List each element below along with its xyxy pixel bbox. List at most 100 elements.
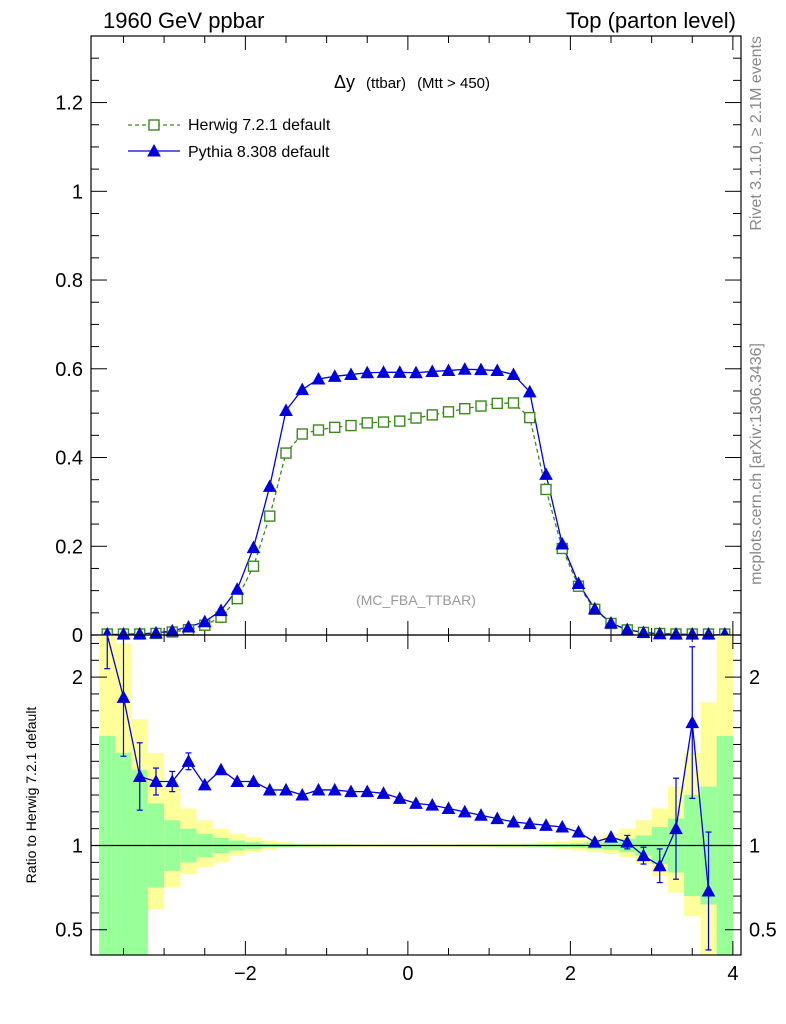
herwig-point (377, 416, 390, 428)
pythia-point (311, 371, 326, 385)
header-right: Top (parton level) (566, 8, 736, 33)
ratio-point (230, 774, 245, 788)
mcplots-label: mcplots.cern.ch [arXiv:1306.3436] (748, 343, 765, 585)
y-tick-label: 0 (72, 625, 83, 647)
pythia-point (474, 362, 488, 376)
y-tick-label: 0.2 (55, 536, 83, 558)
ratio-point (685, 715, 700, 729)
herwig-point (296, 428, 308, 440)
band-inner (131, 769, 148, 955)
herwig-point (507, 397, 520, 409)
pythia-point (506, 367, 521, 381)
chart-title: Δy (ttbar) (Mtt > 450) (334, 72, 490, 92)
ratio-y-tick-label-right: 1 (749, 836, 760, 858)
ratio-point (571, 825, 586, 838)
ratio-point (327, 782, 342, 796)
ratio-point (181, 754, 196, 767)
ratio-point (620, 835, 635, 848)
ratio-point (474, 808, 488, 821)
pythia-point (604, 615, 618, 629)
ratio-point (522, 816, 537, 830)
ratio-point (490, 811, 505, 825)
pythia-point (669, 626, 683, 640)
ratio-point (636, 848, 651, 862)
pythia-point (197, 614, 212, 628)
pythia-point (441, 363, 456, 377)
ratio-point (539, 818, 553, 831)
pythia-point (214, 603, 228, 617)
herwig-point (345, 419, 357, 432)
herwig-point (410, 412, 422, 424)
pythia-point (392, 365, 407, 378)
pythia-point (555, 536, 570, 550)
ratio-point (214, 762, 228, 776)
herwig-point (329, 421, 341, 434)
ratio-point (116, 690, 131, 703)
herwig-point (459, 403, 471, 415)
pythia-point (522, 384, 537, 398)
legend-label-pythia: Pythia 8.308 default (188, 144, 330, 161)
pythia-point (701, 626, 716, 640)
herwig-point (280, 447, 292, 459)
pythia-point (279, 403, 293, 416)
pythia-point (539, 467, 553, 480)
ratio-point (344, 784, 358, 798)
ratio-point (409, 796, 423, 809)
ratio-y-tick-label-right: 2 (749, 667, 760, 689)
pythia-point (457, 362, 472, 375)
pythia-point (490, 363, 505, 377)
ratio-point (457, 804, 472, 818)
y-tick-label: 0.6 (55, 359, 83, 381)
ratio-frame (90, 634, 742, 956)
x-tick-label: 2 (565, 963, 576, 985)
ratio-point (669, 821, 683, 835)
analysis-tag: (MC_FBA_TTBAR) (356, 592, 476, 608)
pythia-point (360, 365, 375, 379)
herwig-point (312, 424, 325, 436)
herwig-point (524, 411, 536, 424)
ratio-point (279, 782, 293, 796)
header-left: 1960 GeV ppbar (103, 8, 264, 33)
pythia-point (295, 382, 310, 396)
ratio-y-tick-label: 2 (72, 667, 83, 689)
pythia-point (327, 369, 342, 382)
ratio-point (555, 819, 570, 833)
pythia-point (344, 367, 358, 381)
pythia-point (425, 364, 440, 377)
pythia-point (246, 540, 261, 554)
ratio-point (392, 791, 407, 804)
ratio-point (441, 801, 456, 814)
pythia-point (587, 601, 602, 615)
pythia-point (181, 619, 196, 633)
pythia-point (165, 623, 180, 637)
pythia-point (262, 479, 277, 492)
y-tick-label: 1 (72, 181, 83, 203)
herwig-point (540, 483, 552, 496)
ratio-y-tick-label-right: 0.5 (749, 920, 777, 942)
ratio-point (425, 798, 440, 811)
x-tick-label: −2 (234, 963, 257, 985)
ratio-point (604, 830, 618, 843)
ratio-point (262, 782, 277, 796)
ratio-point (506, 814, 521, 828)
ratio-y-tick-label: 0.5 (55, 920, 83, 942)
ratio-y-tick-label: 1 (72, 836, 83, 858)
ratio-point (295, 787, 310, 801)
pythia-point (376, 365, 391, 378)
y-tick-label: 0.8 (55, 270, 83, 292)
chart-title-suffix: (Mtt > 450) (417, 75, 490, 92)
ratio-point (652, 858, 667, 872)
pythia-point (571, 576, 586, 590)
herwig-point (442, 406, 455, 418)
ratio-point (376, 786, 391, 799)
legend-herwig-marker (148, 119, 160, 131)
herwig-point (426, 409, 438, 421)
herwig-point (475, 400, 487, 412)
ratio-point (311, 782, 326, 796)
ratio-point (149, 774, 163, 788)
ratio-point (197, 777, 212, 791)
herwig-point (264, 510, 276, 522)
ratio-point (165, 774, 180, 788)
herwig-point (361, 417, 373, 429)
